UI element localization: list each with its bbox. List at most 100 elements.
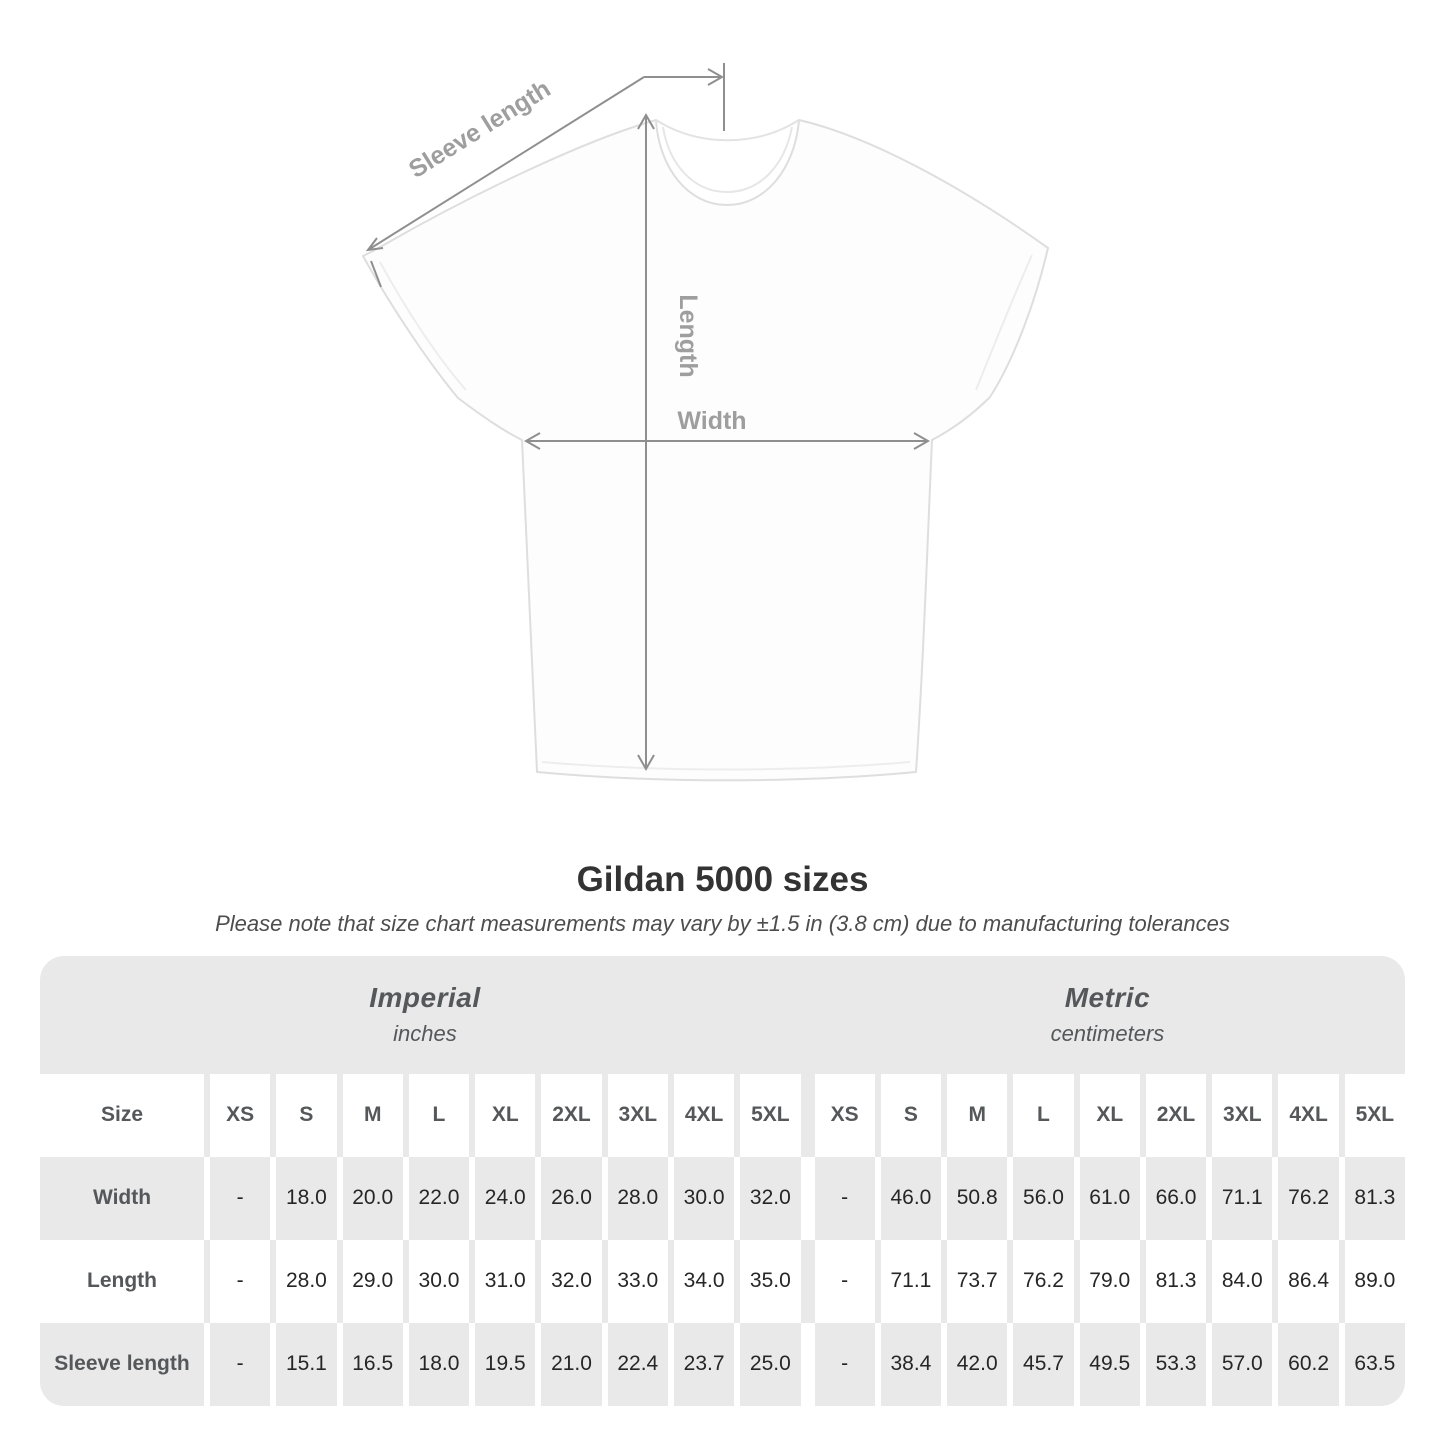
size-col-header-metric-l: L xyxy=(1013,1073,1074,1157)
metric-value: 42.0 xyxy=(947,1322,1008,1406)
size-col-header-imperial-s: S xyxy=(276,1073,337,1157)
metric-value: 79.0 xyxy=(1079,1239,1140,1323)
size-col-header-metric-4xl: 4XL xyxy=(1278,1073,1339,1157)
width-dimension xyxy=(523,432,931,450)
metric-value: 86.4 xyxy=(1278,1239,1339,1323)
size-col-header-imperial-l: L xyxy=(408,1073,470,1157)
metric-value: - xyxy=(814,1156,875,1240)
imperial-value: 29.0 xyxy=(342,1239,403,1323)
metric-value: - xyxy=(814,1239,875,1323)
row-label: Width xyxy=(40,1156,204,1240)
imperial-value: 32.0 xyxy=(541,1239,602,1323)
size-col-header-imperial-5xl: 5XL xyxy=(740,1073,801,1157)
row-label: Sleeve length xyxy=(40,1322,204,1406)
metric-value: 76.2 xyxy=(1013,1239,1074,1323)
metric-value: 76.2 xyxy=(1278,1156,1339,1240)
metric-value: 38.4 xyxy=(880,1322,942,1406)
size-col-header-metric-5xl: 5XL xyxy=(1344,1073,1405,1157)
size-col-header-imperial-xs: XS xyxy=(210,1073,271,1157)
size-col-header-imperial-4xl: 4XL xyxy=(673,1073,735,1157)
metric-value: 73.7 xyxy=(947,1239,1008,1323)
imperial-value: 22.0 xyxy=(408,1156,470,1240)
metric-value: 56.0 xyxy=(1013,1156,1074,1240)
imperial-value: 26.0 xyxy=(541,1156,602,1240)
metric-value: 46.0 xyxy=(880,1156,942,1240)
imperial-value: 18.0 xyxy=(408,1322,470,1406)
metric-value: 57.0 xyxy=(1212,1322,1273,1406)
metric-value: 53.3 xyxy=(1145,1322,1207,1406)
imperial-value: 22.4 xyxy=(607,1322,668,1406)
imperial-value: 21.0 xyxy=(541,1322,602,1406)
sleeve-length-dimension xyxy=(365,63,725,288)
imperial-value: - xyxy=(210,1239,271,1323)
page-title: Gildan 5000 sizes xyxy=(576,860,869,899)
size-col-header-metric-s: S xyxy=(880,1073,942,1157)
metric-value: 81.3 xyxy=(1145,1239,1207,1323)
metric-value: 61.0 xyxy=(1079,1156,1140,1240)
metric-value: 60.2 xyxy=(1278,1322,1339,1406)
imperial-value: 32.0 xyxy=(740,1156,801,1240)
section-divider xyxy=(807,1323,809,1406)
measurement-row: Width -18.0 20.0 22.0 24.0 26.0 28.0 30.0 32.0-4… xyxy=(40,1156,1405,1240)
imperial-value: 30.0 xyxy=(408,1239,470,1323)
imperial-value: 35.0 xyxy=(740,1239,801,1323)
imperial-value: 16.5 xyxy=(342,1322,403,1406)
metric-value: 71.1 xyxy=(880,1239,942,1323)
imperial-value: 25.0 xyxy=(740,1322,801,1406)
metric-title: Metric xyxy=(1064,982,1151,1014)
tshirt xyxy=(362,119,1049,782)
section-divider xyxy=(807,1157,809,1240)
metric-value: 81.3 xyxy=(1344,1156,1405,1240)
tshirt-body xyxy=(362,119,1049,782)
collar-back-ridge xyxy=(655,119,800,142)
imperial-value: - xyxy=(210,1322,271,1406)
imperial-section-header: Imperial inches xyxy=(40,982,810,1047)
size-col-header-metric-xl: XL xyxy=(1079,1073,1140,1157)
size-col-header-imperial-m: M xyxy=(342,1073,403,1157)
size-table: Imperial inches Metric centimeters Size X… xyxy=(40,955,1405,1406)
size-col-header-metric-3xl: 3XL xyxy=(1212,1073,1273,1157)
imperial-value: 15.1 xyxy=(276,1322,337,1406)
imperial-value: - xyxy=(210,1156,271,1240)
row-label: Length xyxy=(40,1239,204,1323)
table-rows: Size XS S M L XL 2XL 3XL 4XL 5XL XS S M L XL 2XL 3XL 4XL 5… xyxy=(40,1073,1405,1406)
imperial-value: 31.0 xyxy=(475,1239,536,1323)
metric-value: 45.7 xyxy=(1013,1322,1074,1406)
imperial-value: 24.0 xyxy=(475,1156,536,1240)
size-col-header-metric-2xl: 2XL xyxy=(1145,1073,1207,1157)
metric-value: 49.5 xyxy=(1079,1322,1140,1406)
imperial-value: 28.0 xyxy=(276,1239,337,1323)
units-header-row: Imperial inches Metric centimeters xyxy=(40,955,1405,1074)
metric-value: - xyxy=(814,1322,875,1406)
size-col-header-metric-xs: XS xyxy=(814,1073,875,1157)
section-divider xyxy=(807,1240,809,1323)
imperial-value: 18.0 xyxy=(276,1156,337,1240)
imperial-value: 34.0 xyxy=(673,1239,735,1323)
tshirt-diagram: Sleeve length Length Width xyxy=(362,63,1049,782)
collar-inner-seam xyxy=(662,126,793,194)
size-col-header-metric-m: M xyxy=(947,1073,1008,1157)
metric-value: 89.0 xyxy=(1344,1239,1405,1323)
measurement-row: Length -28.0 29.0 30.0 31.0 32.0 33.0 34.0 35.0-… xyxy=(40,1239,1405,1323)
metric-value: 84.0 xyxy=(1212,1239,1273,1323)
metric-value: 71.1 xyxy=(1212,1156,1273,1240)
tshirt-figure: Sleeve length Length Width xyxy=(362,63,1049,782)
imperial-value: 28.0 xyxy=(607,1156,668,1240)
size-col-header-imperial-3xl: 3XL xyxy=(607,1073,668,1157)
metric-value: 63.5 xyxy=(1344,1322,1405,1406)
imperial-unit: inches xyxy=(393,1021,457,1047)
right-cuff-seam xyxy=(975,254,1033,391)
metric-value: 50.8 xyxy=(947,1156,1008,1240)
imperial-value: 20.0 xyxy=(342,1156,403,1240)
sleeve-witness-tick xyxy=(370,260,382,288)
metric-unit: centimeters xyxy=(1050,1021,1165,1047)
size-col-header-imperial-2xl: 2XL xyxy=(541,1073,602,1157)
left-cuff-seam xyxy=(379,261,467,391)
imperial-title: Imperial xyxy=(369,982,481,1014)
size-header-row: Size XS S M L XL 2XL 3XL 4XL 5XL XS S M L XL 2XL 3XL 4XL 5… xyxy=(40,1073,1405,1157)
size-column-header: Size xyxy=(40,1073,204,1157)
section-divider xyxy=(807,1074,809,1157)
measurement-row: Sleeve length -15.1 16.5 18.0 19.5 21.0 22.4 23… xyxy=(40,1322,1405,1406)
width-label: Width xyxy=(677,407,746,435)
imperial-value: 19.5 xyxy=(475,1322,536,1406)
